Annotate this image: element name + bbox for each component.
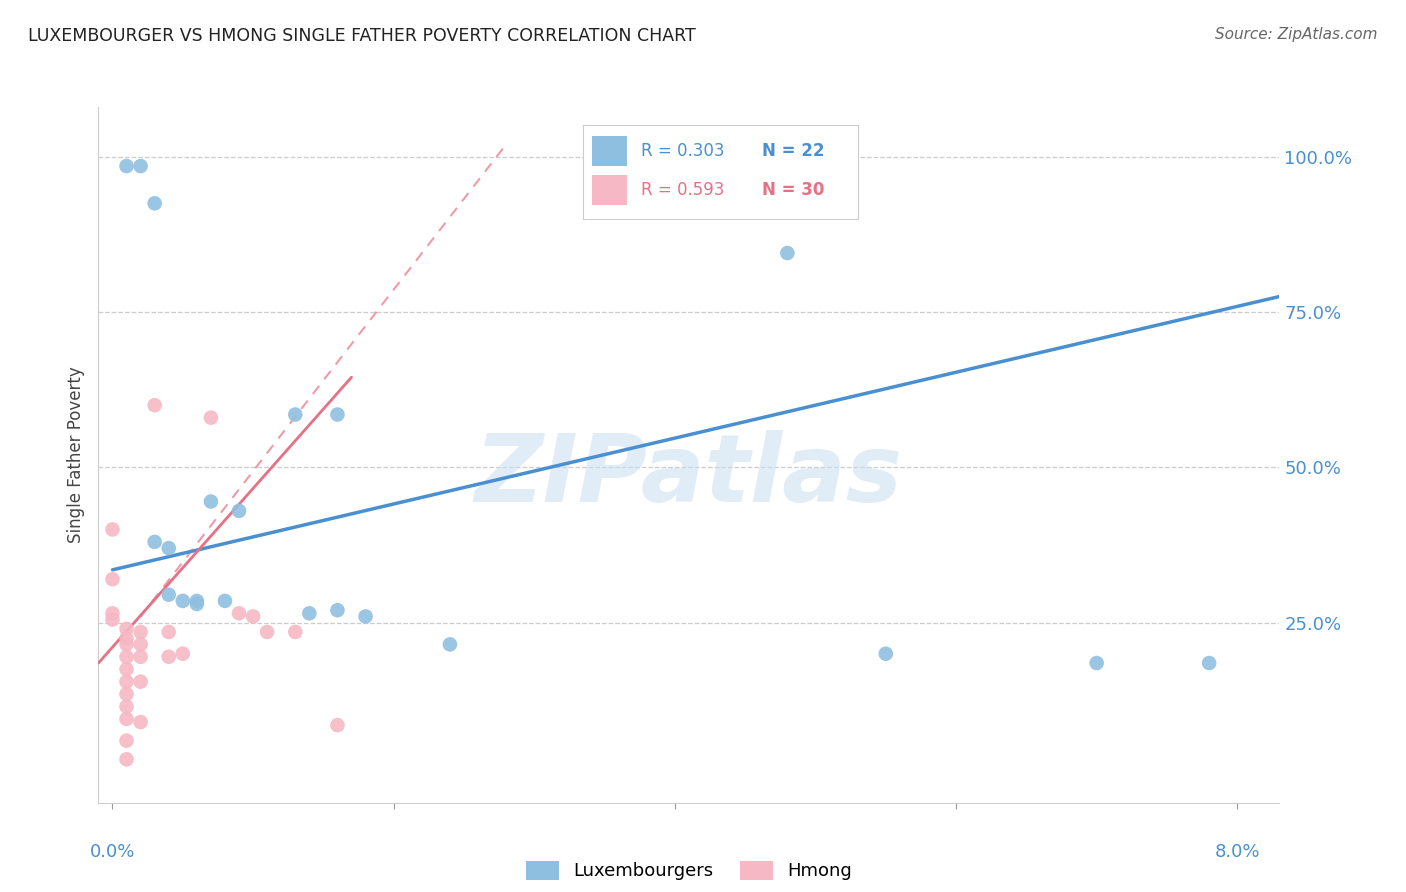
Point: [284, 408, 307, 422]
Point: [875, 647, 897, 661]
Point: [298, 607, 321, 621]
Text: ZIPatlas: ZIPatlas: [475, 430, 903, 522]
Point: [143, 398, 166, 412]
Bar: [592, 176, 627, 205]
Text: N = 30: N = 30: [762, 181, 824, 200]
Point: [115, 733, 138, 747]
Point: [115, 687, 138, 701]
Text: R = 0.593: R = 0.593: [641, 181, 724, 200]
Point: [129, 637, 152, 651]
Point: [129, 624, 152, 639]
Point: [157, 649, 180, 664]
Point: [256, 624, 278, 639]
Y-axis label: Single Father Poverty: Single Father Poverty: [67, 367, 86, 543]
Point: [101, 613, 124, 627]
Point: [284, 624, 307, 639]
Point: [326, 603, 349, 617]
Point: [186, 597, 208, 611]
Point: [157, 588, 180, 602]
Point: [1085, 656, 1108, 670]
Point: [129, 714, 152, 729]
Point: [101, 523, 124, 537]
Legend: Luxembourgers, Hmong: Luxembourgers, Hmong: [519, 854, 859, 888]
Point: [115, 649, 138, 664]
Point: [143, 534, 166, 549]
Point: [115, 631, 138, 645]
Point: [228, 504, 250, 518]
Point: [242, 609, 264, 624]
Text: LUXEMBOURGER VS HMONG SINGLE FATHER POVERTY CORRELATION CHART: LUXEMBOURGER VS HMONG SINGLE FATHER POVE…: [28, 27, 696, 45]
Point: [157, 541, 180, 555]
Point: [439, 637, 461, 651]
Point: [214, 594, 236, 608]
Point: [172, 647, 194, 661]
Point: [326, 408, 349, 422]
Point: [326, 718, 349, 732]
Point: [115, 637, 138, 651]
Text: R = 0.303: R = 0.303: [641, 142, 724, 160]
Point: [157, 624, 180, 639]
Point: [101, 572, 124, 586]
Point: [776, 246, 799, 260]
Point: [1198, 656, 1220, 670]
Point: [200, 410, 222, 425]
Point: [200, 494, 222, 508]
Point: [186, 594, 208, 608]
Point: [101, 607, 124, 621]
Point: [115, 712, 138, 726]
Point: [115, 622, 138, 636]
Point: [129, 649, 152, 664]
Text: 0.0%: 0.0%: [90, 843, 135, 861]
Text: 8.0%: 8.0%: [1215, 843, 1260, 861]
Point: [115, 674, 138, 689]
Point: [115, 159, 138, 173]
Point: [143, 196, 166, 211]
Point: [129, 159, 152, 173]
Point: [115, 699, 138, 714]
Text: Source: ZipAtlas.com: Source: ZipAtlas.com: [1215, 27, 1378, 42]
Point: [129, 674, 152, 689]
Point: [228, 607, 250, 621]
Text: N = 22: N = 22: [762, 142, 824, 160]
Point: [115, 752, 138, 766]
Point: [354, 609, 377, 624]
Bar: [592, 136, 627, 166]
Point: [115, 662, 138, 676]
Point: [172, 594, 194, 608]
